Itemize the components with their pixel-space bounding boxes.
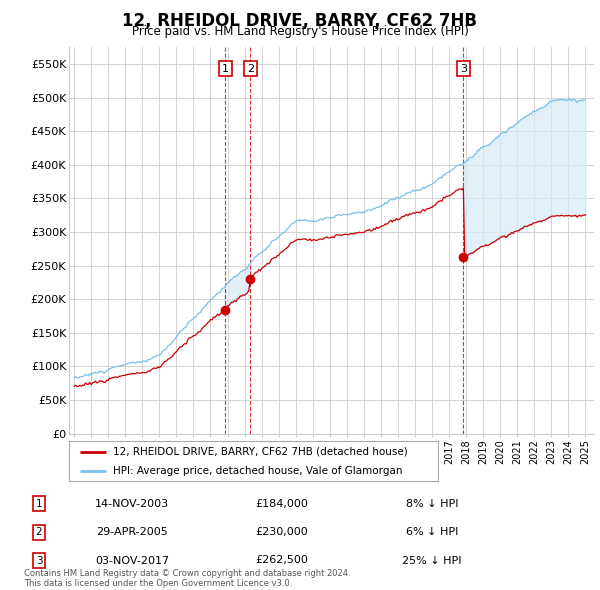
Text: 2: 2 <box>247 64 254 74</box>
Text: £262,500: £262,500 <box>256 556 308 565</box>
Text: 29-APR-2005: 29-APR-2005 <box>96 527 168 537</box>
Text: 12, RHEIDOL DRIVE, BARRY, CF62 7HB: 12, RHEIDOL DRIVE, BARRY, CF62 7HB <box>122 12 478 30</box>
Text: 14-NOV-2003: 14-NOV-2003 <box>95 499 169 509</box>
Text: 25% ↓ HPI: 25% ↓ HPI <box>402 556 462 565</box>
Text: 3: 3 <box>35 556 43 565</box>
Text: HPI: Average price, detached house, Vale of Glamorgan: HPI: Average price, detached house, Vale… <box>113 466 403 476</box>
Text: 3: 3 <box>460 64 467 74</box>
Text: 6% ↓ HPI: 6% ↓ HPI <box>406 527 458 537</box>
Text: 1: 1 <box>222 64 229 74</box>
Text: 8% ↓ HPI: 8% ↓ HPI <box>406 499 458 509</box>
Text: 12, RHEIDOL DRIVE, BARRY, CF62 7HB (detached house): 12, RHEIDOL DRIVE, BARRY, CF62 7HB (deta… <box>113 447 408 457</box>
Text: 2: 2 <box>35 527 43 537</box>
Text: 1: 1 <box>35 499 43 509</box>
Text: £184,000: £184,000 <box>256 499 308 509</box>
Text: Price paid vs. HM Land Registry's House Price Index (HPI): Price paid vs. HM Land Registry's House … <box>131 25 469 38</box>
Text: Contains HM Land Registry data © Crown copyright and database right 2024.
This d: Contains HM Land Registry data © Crown c… <box>24 569 350 588</box>
Text: £230,000: £230,000 <box>256 527 308 537</box>
Text: 03-NOV-2017: 03-NOV-2017 <box>95 556 169 565</box>
